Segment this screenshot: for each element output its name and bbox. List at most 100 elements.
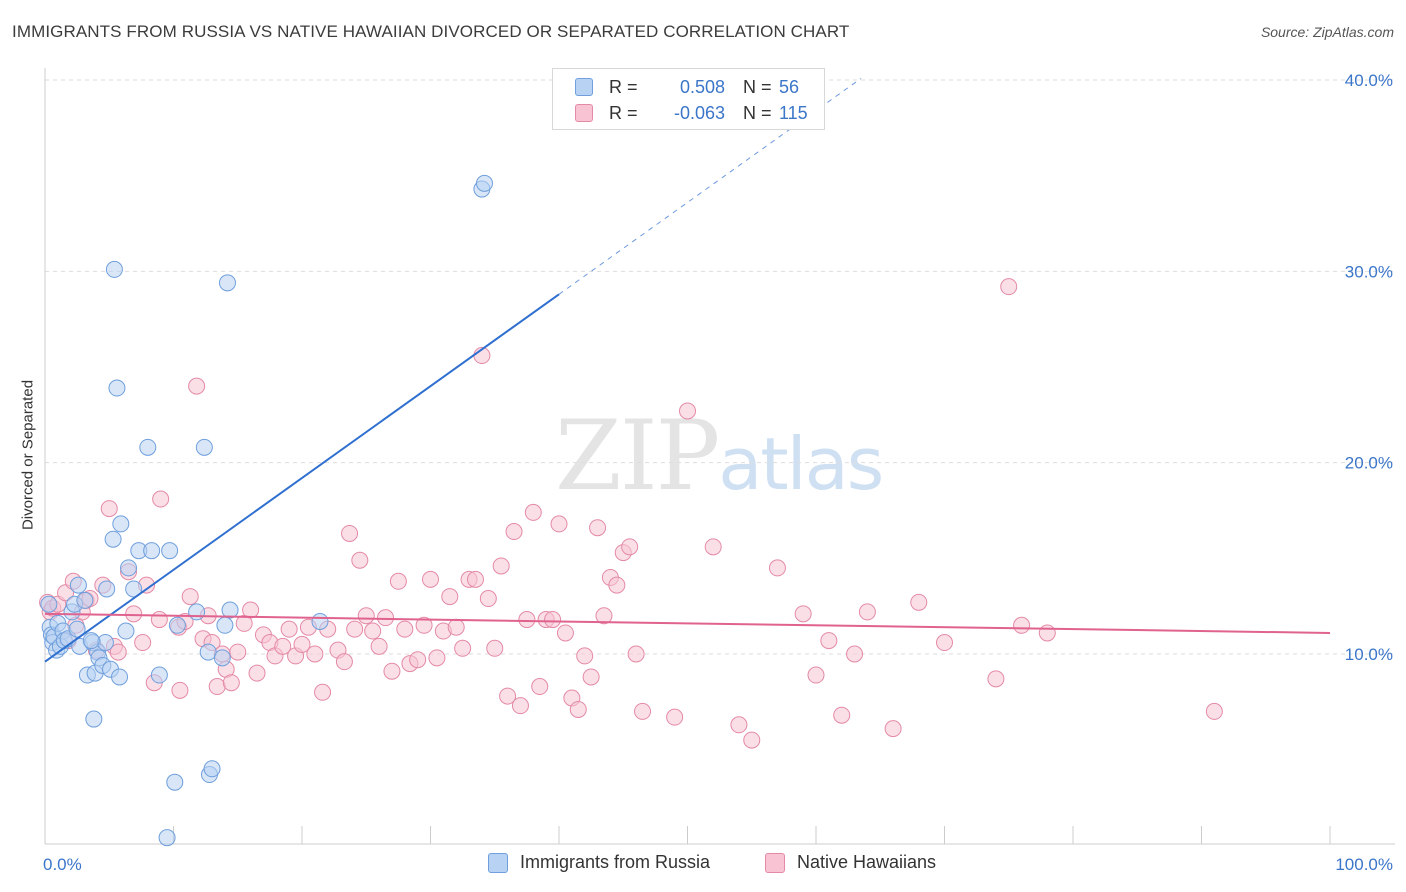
data-point-hawaiian	[608, 576, 626, 594]
legend-row-russia: R = 0.508 N = 56	[575, 75, 799, 99]
trend-line-hawaiian	[44, 612, 1331, 634]
data-point-hawaiian	[768, 559, 786, 577]
watermark-atlas: atlas	[718, 422, 884, 506]
data-point-hawaiian	[293, 635, 311, 653]
data-point-hawaiian	[242, 601, 260, 619]
data-point-hawaiian	[306, 645, 324, 663]
data-point-russia	[98, 580, 116, 598]
data-point-hawaiian	[1013, 616, 1031, 634]
data-point-hawaiian	[807, 666, 825, 684]
data-point-russia	[213, 649, 231, 667]
watermark-zip: ZIP	[555, 400, 720, 512]
data-point-hawaiian	[428, 649, 446, 667]
data-point-russia	[168, 616, 186, 634]
data-point-hawaiian	[627, 645, 645, 663]
data-point-hawaiian	[248, 664, 266, 682]
data-point-hawaiian	[415, 616, 433, 634]
data-point-hawaiian	[152, 490, 170, 508]
data-point-hawaiian	[100, 500, 118, 518]
data-point-hawaiian	[595, 607, 613, 625]
data-point-hawaiian	[550, 515, 568, 533]
data-point-hawaiian	[544, 611, 562, 629]
data-point-hawaiian	[208, 678, 226, 696]
legend-swatch-russia	[575, 78, 593, 96]
legend-item-hawaiian[interactable]: Native Hawaiians	[765, 852, 936, 873]
data-point-russia	[195, 438, 213, 456]
data-point-hawaiian	[125, 605, 143, 623]
data-point-russia	[69, 576, 87, 594]
data-point-hawaiian	[370, 637, 388, 655]
data-point-russia	[40, 595, 58, 613]
data-point-hawaiian	[341, 524, 359, 542]
data-point-hawaiian	[858, 603, 876, 621]
data-point-hawaiian	[171, 681, 189, 699]
y-tick-label: 10.0%	[1345, 645, 1393, 664]
data-point-hawaiian	[569, 700, 587, 718]
data-point-russia	[108, 379, 126, 397]
data-point-russia	[199, 643, 217, 661]
data-point-hawaiian	[396, 620, 414, 638]
data-point-hawaiian	[422, 570, 439, 588]
legend-r-value: -0.063	[673, 102, 725, 123]
data-point-hawaiian	[743, 731, 761, 749]
data-point-russia	[68, 620, 86, 638]
data-point-hawaiian	[634, 702, 652, 720]
watermark: ZIPatlas	[555, 400, 884, 512]
data-point-hawaiian	[524, 503, 542, 521]
data-point-russia	[112, 515, 130, 533]
x-tick-label: 0.0%	[43, 855, 82, 874]
legend-n-value: 56	[779, 76, 800, 97]
data-point-hawaiian	[454, 639, 472, 657]
data-point-russia	[85, 710, 103, 728]
data-point-hawaiian	[314, 683, 332, 701]
data-point-hawaiian	[346, 620, 364, 638]
data-point-hawaiian	[409, 651, 427, 669]
data-point-hawaiian	[383, 662, 401, 680]
data-point-hawaiian	[441, 588, 459, 606]
data-point-hawaiian	[1038, 624, 1056, 642]
legend-item-russia[interactable]: Immigrants from Russia	[488, 852, 710, 873]
data-point-hawaiian	[987, 670, 1005, 688]
data-point-russia	[475, 174, 493, 192]
legend-r-label: R =	[609, 76, 638, 97]
data-point-hawaiian	[479, 590, 497, 608]
data-point-russia	[117, 622, 135, 640]
data-point-hawaiian	[335, 653, 353, 671]
data-point-russia	[139, 438, 157, 456]
data-point-russia	[188, 603, 206, 621]
data-point-russia	[218, 274, 236, 292]
legend-label-russia: Immigrants from Russia	[520, 852, 711, 872]
data-point-hawaiian	[357, 607, 375, 625]
data-point-russia	[311, 612, 329, 630]
data-point-hawaiian	[109, 643, 127, 661]
data-point-russia	[143, 542, 161, 560]
data-point-hawaiian	[505, 523, 523, 541]
y-tick-label: 20.0%	[1345, 454, 1393, 473]
legend-r-value: 0.508	[679, 76, 725, 97]
data-point-hawaiian	[846, 645, 864, 663]
data-point-russia	[158, 829, 176, 847]
legend-r-label: R =	[609, 102, 638, 123]
data-point-russia	[166, 773, 184, 791]
y-tick-label: 40.0%	[1345, 71, 1393, 90]
data-point-hawaiian	[229, 643, 247, 661]
data-point-hawaiian	[1000, 278, 1018, 296]
data-point-russia	[161, 542, 179, 560]
correlation-legend: R = 0.508 N = 56 R = -0.063 N = 115	[552, 68, 825, 130]
data-point-hawaiian	[150, 611, 168, 629]
data-point-hawaiian	[679, 402, 696, 420]
data-point-hawaiian	[794, 605, 812, 623]
trend-line-russia	[44, 293, 560, 663]
data-point-russia	[216, 616, 234, 634]
data-point-hawaiian	[1205, 702, 1223, 720]
data-point-hawaiian	[351, 551, 369, 569]
data-point-russia	[82, 632, 100, 650]
data-point-russia	[96, 634, 114, 652]
data-point-hawaiian	[447, 618, 465, 636]
data-point-hawaiian	[576, 647, 594, 665]
data-point-hawaiian	[188, 377, 206, 395]
data-point-hawaiian	[518, 611, 536, 629]
data-point-hawaiian	[499, 687, 517, 705]
legend-n-value: 115	[779, 102, 808, 123]
